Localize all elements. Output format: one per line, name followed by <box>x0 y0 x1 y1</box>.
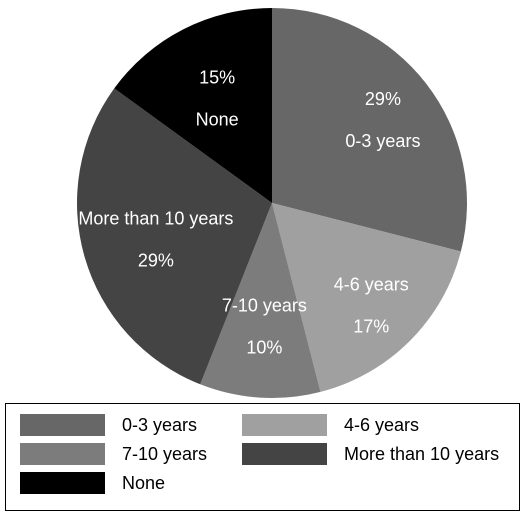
legend-label: None <box>122 473 166 493</box>
legend: 0-3 years 4-6 years 7-10 years More than… <box>5 403 520 511</box>
pie-slice-0-3-years <box>272 8 467 252</box>
slice-category-label: More than 10 years <box>78 209 233 229</box>
legend-label: 0-3 years <box>122 415 198 435</box>
legend-swatch <box>20 443 105 465</box>
pie-slice-4-6-years <box>272 203 461 392</box>
slice-percent-label: 29% <box>138 251 174 271</box>
pie-slice-7-10-years <box>200 203 321 398</box>
legend-label: More than 10 years <box>344 444 500 464</box>
pie-slice-more-than-10-years <box>77 88 272 385</box>
slice-category-label: 4-6 years <box>334 274 409 294</box>
slice-category-label: 0-3 years <box>345 131 420 151</box>
legend-swatch <box>242 414 327 436</box>
legend-swatch <box>20 472 105 494</box>
pie-slice-none <box>114 8 272 203</box>
legend-swatch <box>20 414 105 436</box>
slice-percent-label: 29% <box>365 89 401 109</box>
legend-swatch <box>242 443 327 465</box>
slice-category-label: None <box>196 109 239 129</box>
legend-label: 4-6 years <box>344 415 420 435</box>
pie-chart: 29% 0-3 years 4-6 years 17% 7-10 years 10% Mor… <box>77 8 467 398</box>
slice-percent-label: 17% <box>353 316 389 336</box>
pie-labels: 29% 0-3 years 4-6 years 17% 7-10 years 10% Mor… <box>78 67 420 357</box>
slice-percent-label: 10% <box>246 338 282 358</box>
slice-percent-label: 15% <box>199 67 235 87</box>
slice-category-label: 7-10 years <box>222 296 307 316</box>
pie-slices <box>77 8 467 398</box>
legend-label: 7-10 years <box>122 444 208 464</box>
